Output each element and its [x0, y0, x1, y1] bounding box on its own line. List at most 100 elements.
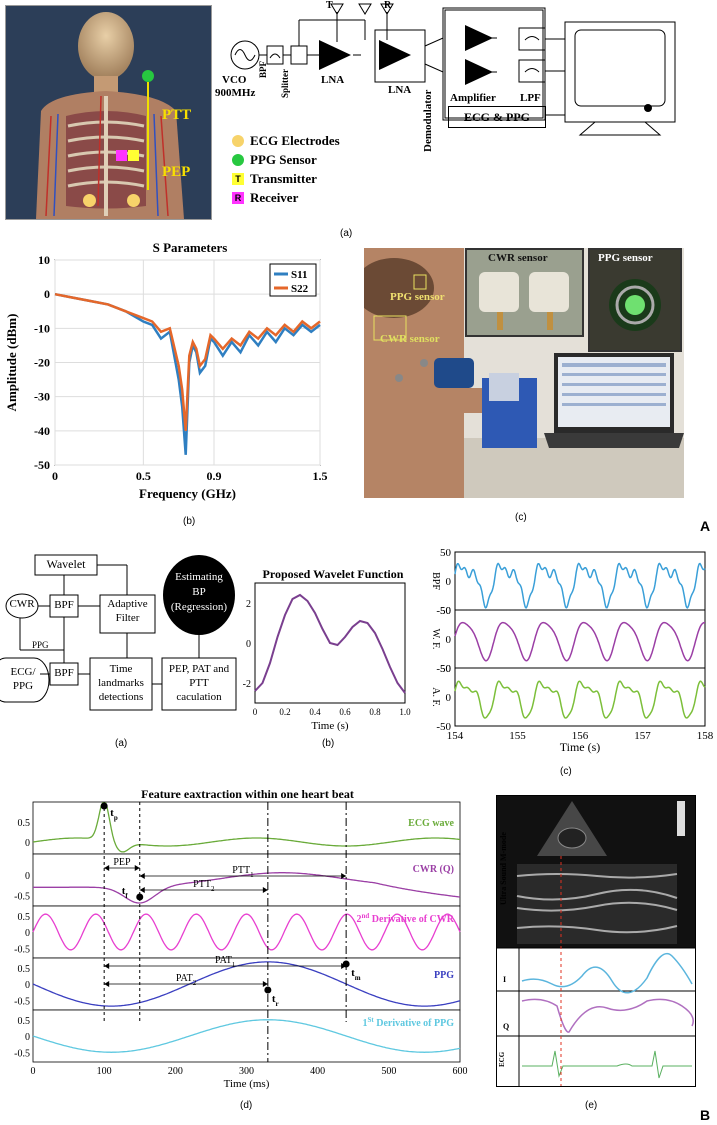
y-tick-label: 0 — [446, 634, 452, 646]
y-tick-label: 0.5 — [18, 818, 31, 829]
x-tick-label: 100 — [97, 1066, 112, 1077]
tp-label: tp — [110, 807, 118, 822]
subplot-frame — [32, 801, 461, 855]
q-channel-label: Q — [503, 1022, 510, 1031]
pep-label: PEP — [162, 164, 191, 180]
inset-cwr-label: CWR sensor — [488, 252, 548, 264]
vco-label: VCO — [222, 74, 247, 86]
lpf-label: LPF — [520, 92, 541, 104]
second-derivative-label: 2nd Derivative of CWR — [357, 912, 455, 925]
feature-extraction-title: Feature eaxtraction within one heart bea… — [141, 787, 354, 801]
bpf-label: BPF — [258, 61, 268, 78]
x-axis-label: Time (s) — [560, 740, 601, 754]
x-tick-label: 500 — [381, 1066, 396, 1077]
caption-c-top: (c) — [515, 512, 527, 523]
ppg-label: PPG — [434, 970, 454, 981]
x-tick-label: 0 — [52, 469, 58, 483]
tp-point — [100, 802, 108, 810]
y-tick-label: -30 — [34, 390, 50, 404]
demodulator-label: Demodulator — [422, 89, 434, 152]
caption-d-bottom: (d) — [240, 1100, 253, 1111]
y-tick-label: 50 — [440, 548, 452, 559]
receiver-square — [116, 150, 127, 161]
time-landmarks-block: Time landmarks detections — [98, 663, 144, 703]
x-tick-label: 156 — [572, 730, 589, 742]
filtered-signals-chart: 50 0 -50 BPF 50 0 -50 W. F. 50 0 -50 A. F. 154 155 156… — [430, 548, 714, 754]
inset-ppg-photo — [588, 248, 682, 352]
i-channel-label: I — [503, 975, 507, 984]
signal-line — [454, 562, 706, 609]
series-line-s11 — [54, 292, 321, 455]
x-tick-label: 0 — [253, 707, 258, 717]
ppg-flow-label: PPG — [32, 640, 49, 650]
s-parameters-title: S Parameters — [152, 240, 228, 255]
legend-entry: S11 — [291, 269, 308, 281]
y-tick-label: -20 — [34, 356, 50, 370]
body-illustration — [5, 5, 212, 220]
subplot-frame — [454, 551, 706, 611]
legend-row-ecg: ECG Electrodes — [232, 133, 340, 149]
ptt2-label: PTT2 — [193, 879, 215, 893]
y-tick-label: 0 — [246, 639, 251, 650]
caption-b-bottom: (b) — [322, 738, 335, 749]
transmitter-icon: T — [232, 173, 244, 185]
legend-label: Transmitter — [250, 171, 317, 186]
ecg-ppg-block: ECG/ PPG — [10, 666, 36, 692]
panel-letter-a: A — [700, 518, 711, 534]
y-tick-label: 0 — [44, 287, 50, 301]
y-tick-label: 50 — [440, 663, 452, 675]
y-tick-label: 0 — [446, 576, 452, 588]
lna1-label: LNA — [321, 74, 345, 86]
y-tick-label: -50 — [436, 721, 451, 733]
pat2-label: PAT2 — [176, 973, 197, 987]
bpf-block-1: BPF — [54, 599, 74, 611]
photo-cwr-sensor-label: CWR sensor — [380, 333, 440, 345]
y-tick-label: 0 — [25, 871, 30, 882]
lna2-label: LNA — [388, 84, 412, 96]
ptt1-label: PTT1 — [232, 865, 254, 879]
x-tick-label: 0.6 — [339, 707, 351, 717]
y-tick-label: 0.5 — [18, 912, 31, 923]
legend-box — [269, 263, 317, 297]
inset-cwr-photo — [465, 248, 584, 337]
caption-a-bottom: (a) — [115, 738, 128, 749]
y-tick-label: -40 — [34, 424, 50, 438]
wavelet-title: Proposed Wavelet Function — [262, 567, 404, 581]
pep-label: PEP — [113, 857, 131, 868]
ppg-sensor-icon — [232, 154, 244, 166]
ptt-label: PTT — [162, 107, 192, 123]
series-line-s22 — [54, 292, 321, 431]
ptt-line — [147, 82, 149, 190]
tf-point — [136, 893, 144, 901]
y-axis-label: Amplitude (dBm) — [4, 314, 19, 412]
tf-label: tf — [122, 885, 129, 900]
photo-ppg-sensor-label: PPG sensor — [390, 291, 445, 303]
y-tick-label: -0.5 — [14, 1048, 30, 1059]
ultrasound-mmode-label: Ultra Sound M-mode — [499, 832, 508, 905]
subplot-label: A. F. — [430, 687, 441, 706]
y-tick-label: -50 — [34, 458, 50, 472]
legend-row-receiver: R Receiver — [232, 190, 298, 206]
x-tick-label: 0 — [31, 1066, 36, 1077]
x-tick-label: 0.5 — [136, 469, 151, 483]
caption-e-bottom: (e) — [585, 1100, 598, 1111]
tr-label: tr — [272, 993, 279, 1008]
vco-frequency: 900MHz — [215, 87, 256, 99]
subplot-frame — [32, 853, 461, 907]
y-tick-label: 0 — [25, 980, 30, 991]
subplot-label: BPF — [430, 572, 441, 590]
ecg-electrode-dot-left — [83, 194, 96, 207]
bpf-block-2: BPF — [54, 667, 74, 679]
y-tick-label: -0.5 — [14, 892, 30, 903]
x-tick-label: 0.2 — [279, 707, 290, 717]
radar-block-diagram — [230, 3, 676, 136]
subplot-frame — [454, 667, 706, 727]
x-axis-label: Time (s) — [311, 720, 349, 732]
subplot-label: W. F. — [430, 629, 441, 650]
subplot-frame — [454, 609, 706, 669]
x-tick-label: 155 — [509, 730, 526, 742]
x-tick-label: 200 — [168, 1066, 183, 1077]
caption-a-top: (a) — [340, 228, 353, 239]
estimating-bp-block: Estimating BP (Regression) — [170, 571, 228, 613]
